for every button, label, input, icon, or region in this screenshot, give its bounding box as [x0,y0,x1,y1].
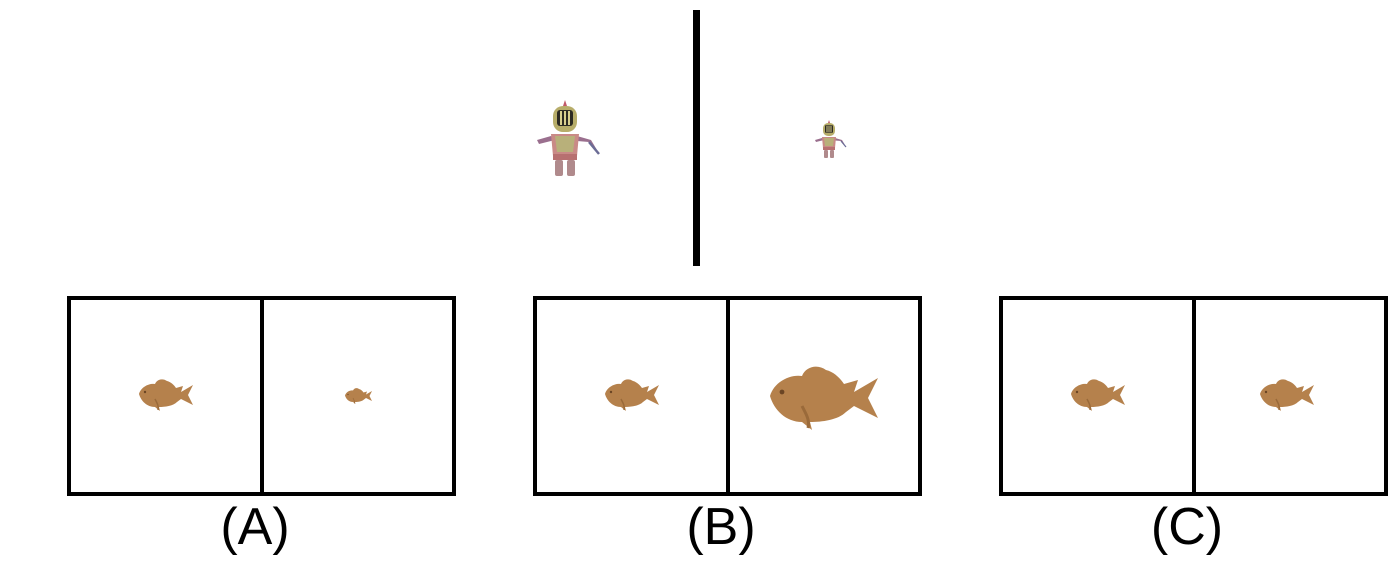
reference-scene [0,0,1395,280]
option-a-right-cell [259,300,453,492]
scene-divider [693,10,700,266]
knight-figure-icon [814,119,847,159]
fish-icon [1070,378,1126,412]
option-b-label: (B) [686,498,756,556]
fish-icon [768,365,879,432]
option-a-label: (A) [220,498,290,556]
option-a-panel[interactable] [67,296,456,496]
option-c-label: (C) [1150,498,1224,556]
option-b-right-cell [725,300,919,492]
option-c-right-cell [1191,300,1385,492]
fish-icon [1258,378,1315,412]
fish-icon [604,378,660,412]
option-c-panel[interactable] [999,296,1388,496]
knight-figure-icon [535,98,601,178]
option-a-left-cell [71,300,260,492]
option-b-left-cell [537,300,726,492]
fish-icon [344,387,372,405]
option-c-left-cell [1003,300,1192,492]
fish-icon [138,378,194,412]
option-b-panel[interactable] [533,296,922,496]
